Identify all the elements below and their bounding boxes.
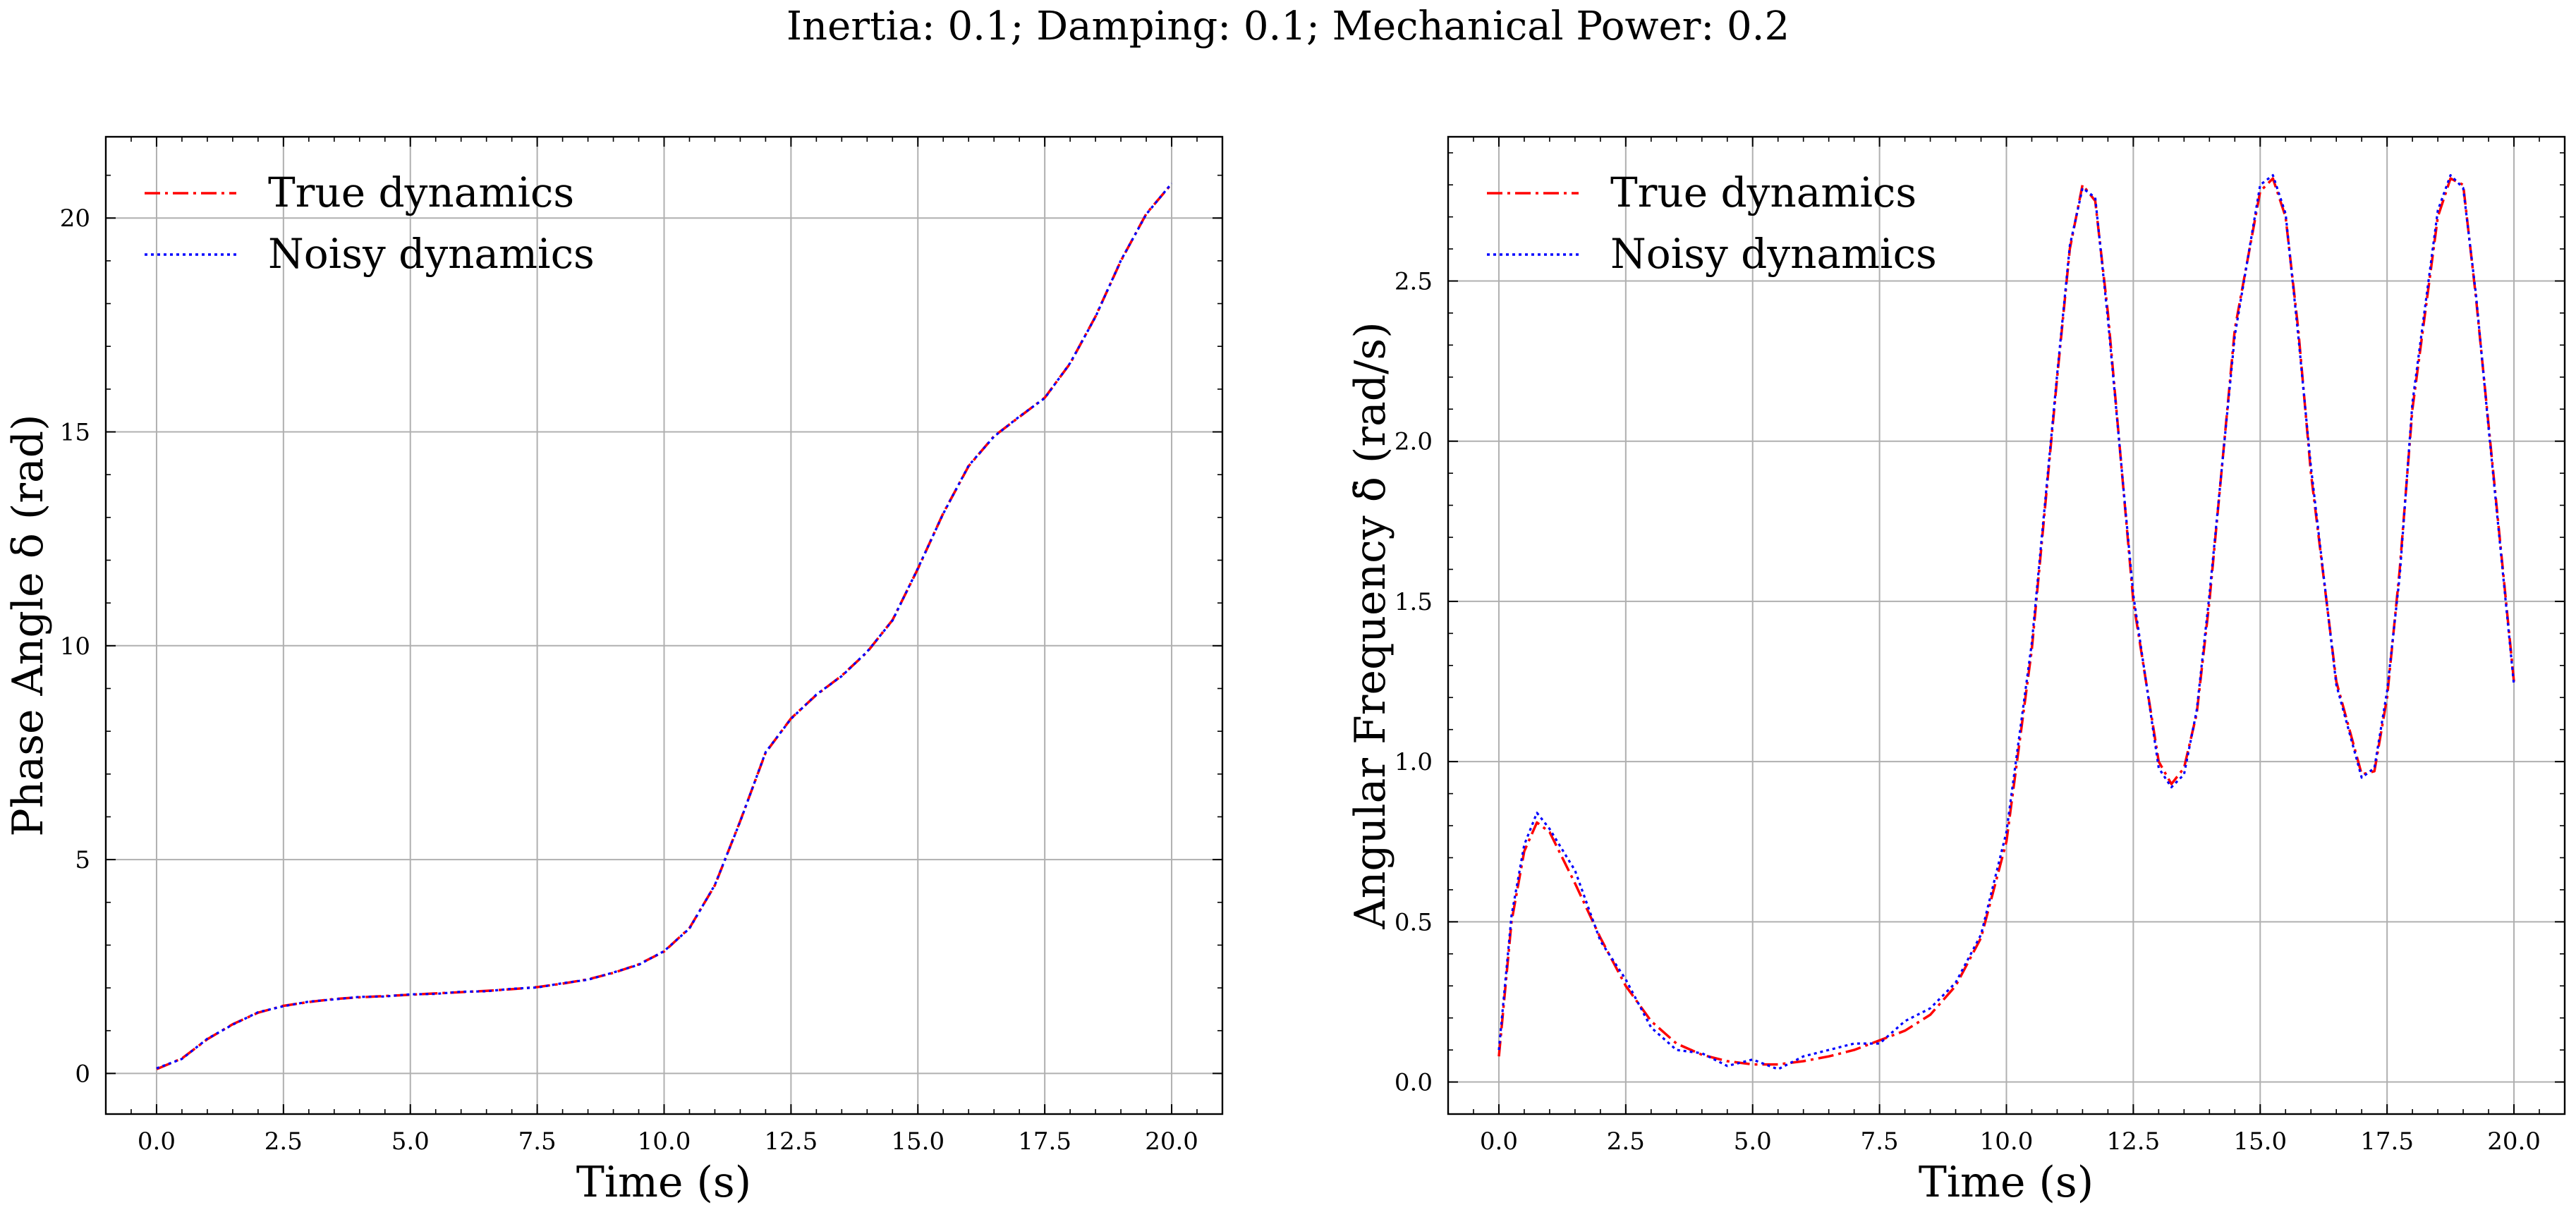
phase-angle-ylabel: Phase Angle δ (rad) — [4, 414, 53, 836]
phase-angle-grid — [106, 137, 1222, 1114]
x-tick-label: 20.0 — [1145, 1127, 1198, 1156]
legend-true-label: True dynamics — [1610, 169, 1916, 216]
figure-suptitle: Inertia: 0.1; Damping: 0.1; Mechanical P… — [786, 4, 1790, 49]
true-dynamics-line — [1497, 177, 2515, 1066]
legend-noisy-label: Noisy dynamics — [268, 230, 595, 278]
y-tick-label: 10 — [60, 632, 90, 661]
angular-frequency-ylabel: Angular Frequency δ̇ (rad/s) — [1346, 322, 1395, 929]
y-tick-label: 2.0 — [1395, 428, 1433, 456]
y-tick-label: 0 — [75, 1060, 90, 1088]
x-tick-label: 10.0 — [638, 1127, 691, 1156]
x-tick-label: 12.5 — [2107, 1127, 2161, 1156]
phase-angle-panel: 0.0 2.5 5.0 7.5 10.0 12.5 15.0 17.5 20.0 0 5 10 15 20… — [4, 135, 1224, 1207]
x-tick-label: 5.0 — [1734, 1127, 1772, 1156]
phase-angle-series — [156, 183, 1173, 1070]
x-tick-label: 0.0 — [1480, 1127, 1518, 1156]
y-tick-label: 0.5 — [1395, 908, 1433, 936]
x-tick-label: 20.0 — [2487, 1127, 2541, 1156]
y-tick-label: 15 — [60, 419, 90, 447]
x-tick-label: 10.0 — [1980, 1127, 2034, 1156]
y-tick-label: 2.5 — [1395, 267, 1433, 295]
y-tick-label: 5 — [75, 846, 90, 874]
phase-angle-legend: True dynamics Noisy dynamics — [145, 169, 595, 278]
angular-frequency-grid — [1448, 137, 2565, 1114]
x-tick-label: 17.5 — [2360, 1127, 2414, 1156]
phase-angle-ticks: 0.0 2.5 5.0 7.5 10.0 12.5 15.0 17.5 20.0 0 5 10 15 20 — [60, 137, 1223, 1156]
angular-frequency-series — [1497, 173, 2515, 1071]
angular-frequency-panel: 0.0 2.5 5.0 7.5 10.0 12.5 15.0 17.5 20.0 0.0 0.5 1.… — [1346, 135, 2566, 1207]
y-tick-label: 1.0 — [1395, 748, 1433, 776]
phase-angle-xlabel: Time (s) — [576, 1158, 751, 1207]
legend-true-label: True dynamics — [268, 169, 574, 216]
angular-frequency-legend: True dynamics Noisy dynamics — [1487, 169, 1937, 278]
x-tick-label: 15.0 — [2233, 1127, 2287, 1156]
x-tick-label: 0.0 — [138, 1127, 176, 1156]
legend-noisy-label: Noisy dynamics — [1610, 230, 1937, 278]
y-tick-label: 20 — [60, 204, 90, 233]
angular-frequency-ticks: 0.0 2.5 5.0 7.5 10.0 12.5 15.0 17.5 20.0 0.0 0.5 1.… — [1395, 137, 2565, 1156]
noisy-dynamics-line — [156, 183, 1173, 1070]
x-tick-label: 7.5 — [518, 1127, 557, 1156]
x-tick-label: 17.5 — [1018, 1127, 1071, 1156]
x-tick-label: 15.0 — [891, 1127, 944, 1156]
x-tick-label: 2.5 — [1607, 1127, 1645, 1156]
y-tick-label: 1.5 — [1395, 588, 1433, 616]
x-tick-label: 7.5 — [1861, 1127, 1899, 1156]
noisy-dynamics-line — [1497, 173, 2515, 1071]
angular-frequency-xlabel: Time (s) — [1919, 1158, 2094, 1207]
x-tick-label: 5.0 — [391, 1127, 430, 1156]
x-tick-label: 2.5 — [265, 1127, 303, 1156]
y-tick-label: 0.0 — [1395, 1069, 1433, 1097]
x-tick-label: 12.5 — [765, 1127, 818, 1156]
